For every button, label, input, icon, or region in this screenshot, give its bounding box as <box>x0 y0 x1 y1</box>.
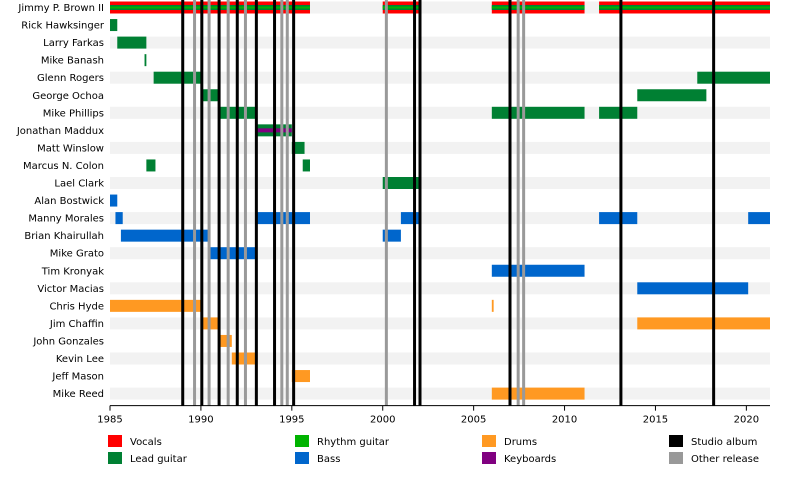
member-label: Lael Clark <box>54 179 104 190</box>
member-label: Brian Khairullah <box>24 231 104 242</box>
member-bar <box>599 212 638 225</box>
member-label: Mike Phillips <box>43 108 104 119</box>
member-bar <box>117 36 147 49</box>
member-bar <box>599 106 638 119</box>
legend-swatch <box>669 435 683 447</box>
legend-label: Studio album <box>691 437 757 448</box>
member-bar-rhythm <box>491 6 585 9</box>
member-label: Jim Chaffin <box>49 319 104 330</box>
member-label: Larry Farkas <box>43 38 104 49</box>
member-bar <box>748 212 770 225</box>
member-label: John Gonzales <box>32 336 104 347</box>
legend-swatch <box>295 452 309 464</box>
member-bar <box>110 299 201 312</box>
member-label: Jimmy P. Brown II <box>17 3 104 14</box>
legend: Vocals Lead guitar Rhythm guitar Bass Drums K… <box>108 435 759 465</box>
legend-label: Other release <box>691 454 759 465</box>
x-tick-label: 1985 <box>97 415 122 426</box>
member-bar <box>153 71 201 84</box>
x-tick-label: 2005 <box>461 415 486 426</box>
member-bar <box>637 89 707 102</box>
legend-label: Lead guitar <box>130 454 188 465</box>
member-bar <box>144 54 147 67</box>
member-label: Kevin Lee <box>56 354 104 365</box>
member-bar <box>120 229 210 242</box>
x-tick-label: 1990 <box>188 415 213 426</box>
release-lines <box>181 0 716 406</box>
member-bar <box>110 194 118 207</box>
member-bar <box>400 212 420 225</box>
member-label: Rick Hawksinger <box>21 21 105 32</box>
member-bar <box>491 264 585 277</box>
member-bar <box>231 352 256 365</box>
x-tick-label: 2020 <box>734 415 759 426</box>
legend-label: Keyboards <box>504 454 556 465</box>
member-bar-rhythm <box>382 6 420 9</box>
member-bar <box>219 334 232 347</box>
member-bar <box>115 212 123 225</box>
legend-swatch <box>482 435 496 447</box>
member-label: Chris Hyde <box>49 301 104 312</box>
legend-label: Drums <box>504 437 537 448</box>
member-label: Matt Winslow <box>37 143 104 154</box>
legend-swatch <box>108 452 122 464</box>
x-axis: 1985 1990 1995 2000 2005 2010 2015 2020 <box>97 405 770 426</box>
member-bar <box>291 370 310 383</box>
member-bar <box>491 299 494 312</box>
member-bar <box>491 106 585 119</box>
member-bar <box>208 247 256 260</box>
member-label: Mike Grato <box>50 249 104 260</box>
x-tick-label: 2010 <box>552 415 577 426</box>
member-bar <box>697 71 770 84</box>
legend-swatch <box>108 435 122 447</box>
member-label: George Ochoa <box>32 91 104 102</box>
member-label: Alan Bostwick <box>34 196 104 207</box>
legend-swatch <box>669 452 683 464</box>
member-label: Tim Kronyak <box>41 266 104 277</box>
member-bar <box>382 177 420 189</box>
member-bar <box>637 317 770 330</box>
member-label: Jonathan Maddux <box>16 126 104 137</box>
member-label: Marcus N. Colon <box>23 161 104 172</box>
member-bar-rhythm <box>599 6 770 9</box>
member-bar <box>302 159 310 172</box>
legend-swatch <box>482 452 496 464</box>
x-tick-label: 2015 <box>643 415 668 426</box>
member-bar <box>491 387 585 400</box>
member-label: Manny Morales <box>28 214 104 225</box>
x-tick-label: 2000 <box>370 415 395 426</box>
x-tick-label: 1995 <box>279 415 304 426</box>
member-label: Victor Macias <box>37 284 104 295</box>
member-label: Mike Reed <box>53 389 104 400</box>
member-bar <box>637 282 749 295</box>
legend-label: Vocals <box>130 437 162 448</box>
legend-label: Bass <box>317 454 340 465</box>
member-label: Jeff Mason <box>51 372 104 383</box>
member-bar <box>110 19 118 32</box>
legend-swatch <box>295 435 309 447</box>
member-bar <box>146 159 156 172</box>
member-label: Glenn Rogers <box>37 73 104 84</box>
member-labels: Jimmy P. Brown II Rick Hawksinger Larry Fa… <box>16 3 105 400</box>
legend-label: Rhythm guitar <box>317 437 390 448</box>
member-label: Mike Banash <box>41 56 104 67</box>
